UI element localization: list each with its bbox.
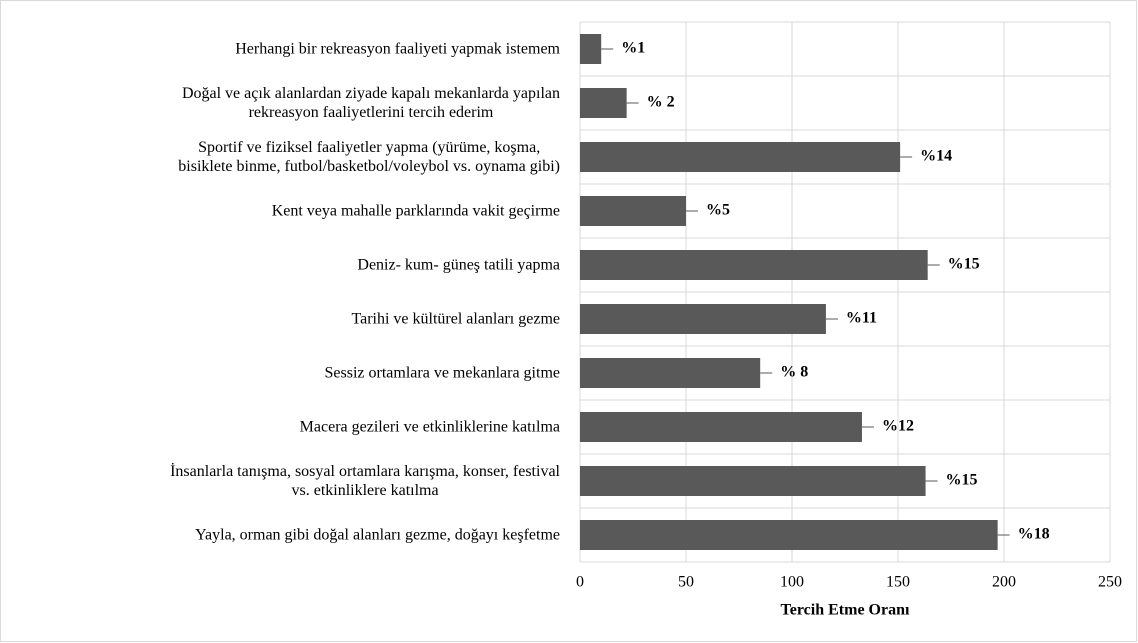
y-tick-label: Yayla, orman gibi doğal alanları gezme, … xyxy=(195,526,560,544)
y-tick-label: Tarihi ve kültürel alanları gezme xyxy=(351,310,560,328)
value-label: %12 xyxy=(882,418,914,435)
value-label: %15 xyxy=(946,472,978,489)
value-label: %18 xyxy=(1018,526,1050,543)
y-tick-label: Doğal ve açık alanlardan ziyade kapalı m… xyxy=(181,85,560,121)
bar xyxy=(580,142,901,172)
value-label: % 2 xyxy=(647,94,675,111)
x-tick-label: 200 xyxy=(992,574,1016,591)
y-tick-label: İnsanlarla tanışma, sosyal ortamlara kar… xyxy=(170,463,560,499)
y-tick-label: Herhangi bir rekreasyon faaliyeti yapmak… xyxy=(235,40,560,58)
bar xyxy=(580,250,928,280)
bar xyxy=(580,466,926,496)
value-label: %14 xyxy=(920,148,952,165)
y-tick-label: Kent veya mahalle parklarında vakit geçi… xyxy=(271,202,560,220)
bar xyxy=(580,304,826,334)
x-tick-label: 250 xyxy=(1098,574,1122,591)
x-tick-label: 50 xyxy=(678,574,694,591)
bar xyxy=(580,358,761,388)
y-tick-label: Macera gezileri ve etkinliklerine katılm… xyxy=(299,418,560,436)
bar xyxy=(580,520,998,550)
value-label: %15 xyxy=(948,256,980,273)
bar xyxy=(580,196,686,226)
y-tick-label: Sessiz ortamlara ve mekanlara gitme xyxy=(324,364,560,382)
value-label: %11 xyxy=(846,310,877,327)
bar xyxy=(580,412,862,442)
value-label: %5 xyxy=(706,202,730,219)
x-tick-label: 100 xyxy=(780,574,804,591)
value-label: % 8 xyxy=(780,364,808,381)
x-tick-label: 150 xyxy=(886,574,910,591)
bar xyxy=(580,34,602,64)
value-label: %1 xyxy=(621,40,645,57)
y-tick-label: Deniz- kum- güneş tatili yapma xyxy=(357,256,560,274)
x-axis-title: Tercih Etme Oranı xyxy=(781,602,910,619)
x-tick-label: 0 xyxy=(576,574,584,591)
bar xyxy=(580,88,627,118)
y-tick-label: Sportif ve fiziksel faaliyetler yapma (y… xyxy=(178,139,560,175)
